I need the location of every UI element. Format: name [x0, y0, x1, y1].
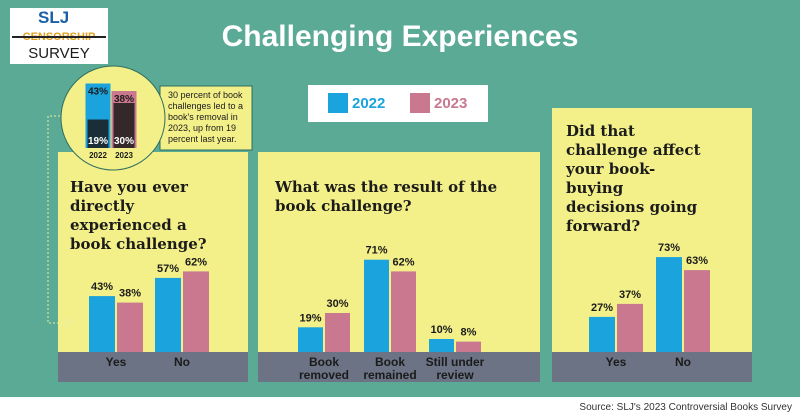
callout-text: 30 percent of book challenges led to a b…: [168, 90, 244, 144]
bar: [589, 316, 615, 352]
value-label: 30%: [114, 136, 134, 147]
question: Did that challenge affect your book-buyi…: [566, 122, 701, 235]
bar: [391, 271, 416, 352]
value-label: 38%: [119, 288, 141, 300]
source-strip: [0, 397, 800, 415]
bar: [155, 277, 181, 352]
bar: [456, 341, 481, 352]
value-label: 27%: [591, 302, 613, 314]
legend-label: 2023: [434, 95, 467, 112]
value-label: 43%: [88, 87, 108, 98]
bar: [656, 257, 682, 352]
category-label: Yes: [605, 355, 627, 369]
value-label: 63%: [686, 255, 708, 267]
source: Source: SLJ's 2023 Controversial Books S…: [579, 402, 792, 413]
category-label: No: [174, 355, 190, 369]
logo-brand: SLJ: [38, 8, 69, 27]
category-band: [258, 352, 540, 382]
bar: [298, 327, 323, 352]
bar: [617, 303, 643, 352]
value-label: 30%: [326, 298, 348, 310]
category-band: [552, 352, 752, 382]
value-label: 10%: [430, 324, 452, 336]
legend-swatch: [410, 93, 430, 113]
callout-inner-bar: [113, 103, 135, 148]
bar: [183, 271, 209, 352]
legend-swatch: [328, 93, 348, 113]
bar: [89, 296, 115, 352]
bar: [364, 259, 389, 352]
value-label: 8%: [461, 327, 477, 339]
callout-box: [159, 85, 253, 151]
value-label: 19%: [299, 312, 321, 324]
category-label: Yes: [105, 355, 127, 369]
connector-arrow: [65, 318, 76, 328]
value-label: 57%: [157, 263, 179, 275]
panel: [552, 108, 752, 382]
value-label: 71%: [365, 245, 387, 257]
year-label: 2022: [89, 151, 107, 160]
category-label: Book remained: [363, 355, 417, 382]
bar: [429, 339, 454, 352]
value-label: 19%: [88, 136, 108, 147]
category-label: Still under review: [425, 355, 485, 382]
logo-word: SURVEY: [28, 45, 89, 62]
value-label: 62%: [185, 256, 207, 268]
bar: [117, 302, 143, 352]
category-label: Book removed: [298, 355, 350, 382]
legend-label: 2022: [352, 95, 385, 112]
bar: [684, 270, 710, 352]
value-label: 73%: [658, 242, 680, 254]
connector: [47, 115, 68, 324]
value-label: 43%: [91, 281, 113, 293]
question: What was the result of the book challeng…: [275, 178, 498, 215]
value-label: 38%: [114, 94, 134, 105]
title: Challenging Experiences: [222, 20, 579, 53]
year-label: 2023: [115, 151, 133, 160]
category-label: No: [675, 355, 691, 369]
bar: [325, 313, 350, 352]
callout-inner-bar: [87, 119, 109, 148]
value-label: 62%: [392, 256, 414, 268]
question: Have you ever directly experienced a boo…: [70, 178, 207, 253]
value-label: 37%: [619, 289, 641, 301]
category-band: [58, 352, 248, 382]
